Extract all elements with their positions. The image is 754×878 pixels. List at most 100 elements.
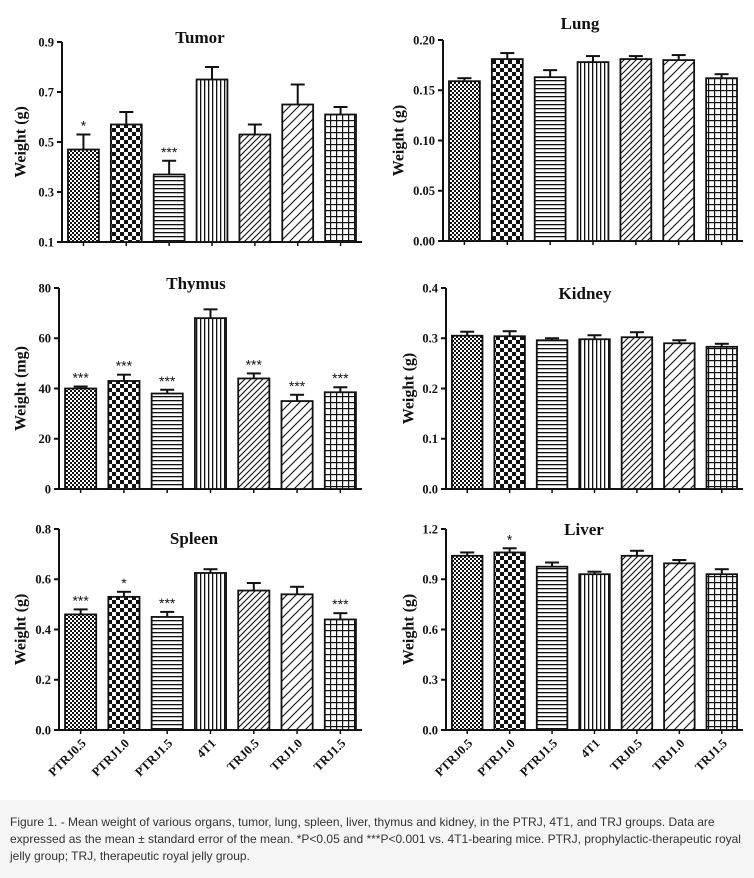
tumor-y-tick-label: 0.3 <box>38 185 54 199</box>
thymus-y-tick-label: 40 <box>39 382 52 396</box>
kidney-bar <box>493 335 526 490</box>
kidney-bar <box>451 334 484 490</box>
liver-title: Liver <box>564 520 604 539</box>
kidney-bar <box>663 342 696 490</box>
liver-category-label: PTRJ0.5 <box>432 736 475 779</box>
tumor-y-axis-title: Weight (g) <box>13 106 30 178</box>
liver-y-tick-label: 0.0 <box>422 723 438 737</box>
liver-category-label: PTRJ1.5 <box>517 736 560 779</box>
tumor-significance-label: *** <box>161 144 178 160</box>
thymus-y-axis-title: Weight (mg) <box>13 346 30 431</box>
tumor-y-tick-label: 0.5 <box>38 135 54 149</box>
lung-bar <box>490 58 524 242</box>
liver-bar <box>620 554 654 731</box>
liver-y-tick-label: 0.6 <box>422 623 438 637</box>
lung-y-tick-label: 0.10 <box>413 134 435 148</box>
tumor-bar <box>238 133 272 243</box>
tumor-bar <box>152 173 186 243</box>
tumor-bar <box>195 78 229 243</box>
figure-caption: Figure 1. - Mean weight of various organ… <box>0 800 754 878</box>
thymus-y-tick-label: 80 <box>39 281 52 295</box>
thymus-bar <box>64 387 98 490</box>
spleen-bar <box>194 572 227 731</box>
spleen-y-tick-label: 0.0 <box>35 723 51 737</box>
spleen-significance-label: *** <box>332 596 349 612</box>
spleen-y-tick-label: 0.2 <box>35 673 51 687</box>
liver-category-label: TRJ1.0 <box>650 736 688 774</box>
lung-bar <box>533 76 567 242</box>
lung-bar <box>705 77 738 242</box>
tumor-y-tick-label: 0.9 <box>38 35 54 49</box>
kidney-bar <box>535 339 569 490</box>
liver-significance-label: * <box>507 531 513 547</box>
spleen-significance-label: *** <box>72 592 89 608</box>
spleen-bar <box>237 589 271 731</box>
kidney-bar <box>620 336 654 490</box>
spleen-y-axis-title: Weight (g) <box>13 594 30 666</box>
kidney-y-tick-label: 0.1 <box>422 432 438 446</box>
thymus-y-tick-label: 60 <box>39 332 52 346</box>
liver-panel: Liver Weight (g) 0.0 0.3 0.6 0.9 1.2 PTRJ0.5 * PT… <box>401 520 743 779</box>
kidney-y-axis-title: Weight (g) <box>401 353 418 425</box>
spleen-category-label: PTRJ0.5 <box>46 736 89 779</box>
liver-category-label: 4T1 <box>578 736 603 761</box>
thymus-panel: Thymus Weight (mg) 0 20 40 60 80 *** *** *** *** **… <box>13 274 362 496</box>
lung-title: Lung <box>561 14 600 33</box>
spleen-title: Spleen <box>170 529 219 548</box>
liver-bar <box>451 554 484 731</box>
thymus-bar <box>323 391 357 490</box>
lung-y-axis-title: Weight (g) <box>391 105 408 177</box>
kidney-panel: Kidney Weight (g) 0.0 0.1 0.2 0.3 0.4 <box>401 281 743 496</box>
spleen-bar <box>280 593 314 731</box>
kidney-y-tick-label: 0.2 <box>422 382 438 396</box>
tumor-y-tick-label: 0.7 <box>38 85 54 99</box>
kidney-y-tick-label: 0.4 <box>422 281 438 295</box>
kidney-bar <box>578 338 611 490</box>
liver-y-tick-label: 0.9 <box>422 573 438 587</box>
liver-y-tick-label: 0.3 <box>422 673 438 687</box>
lung-bar <box>662 59 696 242</box>
liver-bar <box>493 551 526 731</box>
tumor-bar <box>67 148 100 243</box>
thymus-bar <box>107 380 141 490</box>
kidney-y-tick-label: 0.0 <box>422 482 438 496</box>
tumor-bar <box>109 123 143 243</box>
spleen-panel: Spleen Weight (g) 0.0 0.2 0.4 0.6 0.8 *** PTRJ0.… <box>13 522 362 779</box>
liver-bar <box>705 573 738 731</box>
thymus-significance-label: *** <box>159 373 176 389</box>
kidney-y-tick-label: 0.3 <box>422 332 438 346</box>
thymus-y-tick-label: 20 <box>39 432 52 446</box>
lung-bar <box>576 61 610 242</box>
spleen-category-label: TRJ0.5 <box>224 736 262 774</box>
thymus-significance-label: *** <box>332 370 349 386</box>
spleen-significance-label: * <box>121 575 127 591</box>
spleen-category-label: 4T1 <box>194 736 219 761</box>
figure-area: Tumor Weight (g) 0.1 0.3 0.5 0.7 0.9 * *** Lung We… <box>13 14 743 779</box>
liver-category-label: PTRJ1.0 <box>475 736 518 779</box>
spleen-y-tick-label: 0.8 <box>35 522 51 536</box>
spleen-category-label: PTRJ1.0 <box>89 736 132 779</box>
lung-bar <box>448 80 481 242</box>
liver-y-axis-title: Weight (g) <box>401 594 418 666</box>
liver-category-label: TRJ0.5 <box>607 736 645 774</box>
lung-y-tick-label: 0.20 <box>413 33 435 47</box>
thymus-bar <box>280 400 314 490</box>
liver-category-label: TRJ1.5 <box>692 736 730 774</box>
spleen-category-label: TRJ1.5 <box>311 736 349 774</box>
thymus-significance-label: *** <box>289 378 306 394</box>
liver-y-tick-label: 1.2 <box>422 522 438 536</box>
spleen-category-label: PTRJ1.5 <box>132 736 175 779</box>
spleen-bar <box>323 618 357 731</box>
spleen-significance-label: *** <box>159 595 176 611</box>
spleen-y-tick-label: 0.4 <box>35 623 51 637</box>
kidney-title: Kidney <box>559 284 612 303</box>
lung-bar <box>619 58 653 242</box>
liver-bar <box>663 562 696 731</box>
lung-y-tick-label: 0.05 <box>413 184 435 198</box>
thymus-significance-label: *** <box>116 358 133 374</box>
lung-panel: Lung Weight (g) 0.00 0.05 0.10 0.15 0.20 <box>391 14 743 248</box>
thymus-y-tick-label: 0 <box>45 482 51 496</box>
thymus-bar <box>237 377 271 490</box>
